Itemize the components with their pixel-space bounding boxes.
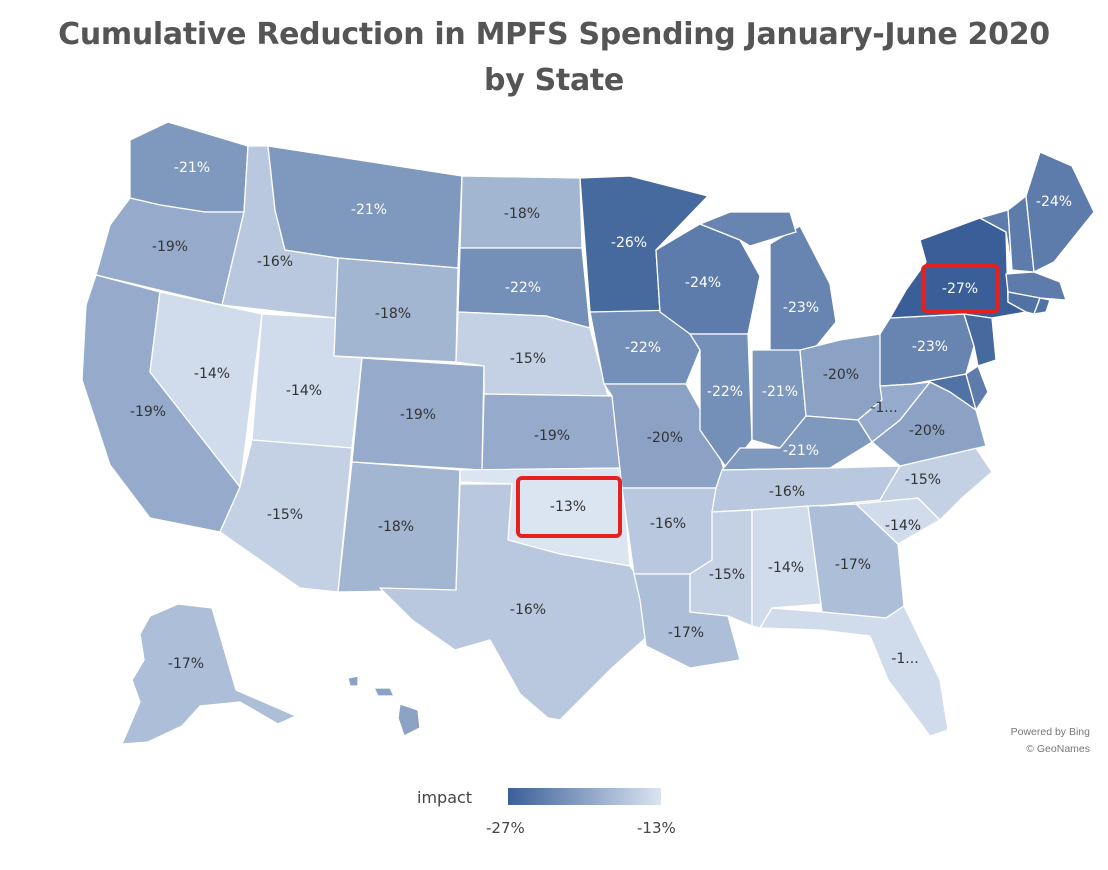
- label-wa: -21%: [174, 160, 210, 176]
- credit-geonames: © GeoNames: [1026, 743, 1090, 755]
- label-in: -21%: [762, 384, 798, 400]
- label-tx: -16%: [510, 602, 546, 618]
- label-va: -20%: [909, 423, 945, 439]
- label-ky: -21%: [783, 443, 819, 459]
- label-ne: -15%: [510, 351, 546, 367]
- state-alaska: [121, 603, 297, 745]
- legend-color-scale: [508, 788, 661, 805]
- label-az: -15%: [267, 507, 303, 523]
- label-ok: -13%: [550, 499, 586, 515]
- label-wv: -1...: [870, 400, 897, 416]
- label-ca: -19%: [130, 404, 166, 420]
- label-nd: -18%: [504, 206, 540, 222]
- label-il: -22%: [707, 384, 743, 400]
- label-sd: -22%: [505, 280, 541, 296]
- legend-max-label: -13%: [637, 819, 676, 837]
- label-mt: -21%: [351, 202, 387, 218]
- label-ar: -16%: [650, 516, 686, 532]
- label-nv: -14%: [194, 366, 230, 382]
- label-wi: -24%: [685, 275, 721, 291]
- label-nm: -18%: [378, 519, 414, 535]
- label-tn: -16%: [769, 484, 805, 500]
- state-texas: [379, 483, 649, 721]
- credit-bing: Powered by Bing: [1010, 726, 1090, 738]
- title-line-2: by State: [484, 63, 624, 98]
- highlight-oklahoma: [516, 476, 622, 538]
- label-al: -14%: [768, 560, 804, 576]
- state-rhode-island: [1033, 297, 1051, 315]
- title-line-1: Cumulative Reduction in MPFS Spending Ja…: [58, 17, 1050, 52]
- label-oh: -20%: [823, 367, 859, 383]
- state-hawaii: [347, 675, 421, 737]
- label-pa: -23%: [912, 339, 948, 355]
- label-mo: -20%: [647, 430, 683, 446]
- legend-title: impact: [417, 788, 473, 807]
- map-credit: Powered by Bing © GeoNames: [1011, 724, 1090, 758]
- state-florida: [759, 605, 949, 737]
- label-ia: -22%: [625, 340, 661, 356]
- chart-title: Cumulative Reduction in MPFS Spending Ja…: [0, 12, 1108, 104]
- state-connecticut: [1007, 291, 1041, 315]
- label-mn: -26%: [611, 235, 647, 251]
- state-michigan-upper: [699, 211, 797, 247]
- label-ms: -15%: [709, 567, 745, 583]
- label-wy: -18%: [375, 306, 411, 322]
- label-co: -19%: [400, 407, 436, 423]
- state-michigan: [769, 225, 837, 355]
- label-me: -24%: [1036, 194, 1072, 210]
- label-ny: -27%: [942, 281, 978, 297]
- label-sc: -14%: [885, 518, 921, 534]
- label-nc: -15%: [905, 472, 941, 488]
- label-mi: -23%: [783, 300, 819, 316]
- highlight-new-york: [921, 264, 1000, 313]
- state-labels: -21% -19% -19% -16% -14% -14% -15% -21% …: [130, 160, 1072, 672]
- label-ga: -17%: [835, 557, 871, 573]
- label-ak: -17%: [168, 656, 204, 672]
- state-arizona: [219, 439, 353, 593]
- state-maine: [1025, 151, 1095, 273]
- state-delaware: [965, 365, 989, 411]
- label-la: -17%: [668, 625, 704, 641]
- label-id: -16%: [257, 254, 293, 270]
- legend-min-label: -27%: [486, 819, 525, 837]
- label-fl: -1...: [891, 651, 918, 667]
- label-ut: -14%: [286, 383, 322, 399]
- label-or: -19%: [152, 239, 188, 255]
- label-ks: -19%: [534, 428, 570, 444]
